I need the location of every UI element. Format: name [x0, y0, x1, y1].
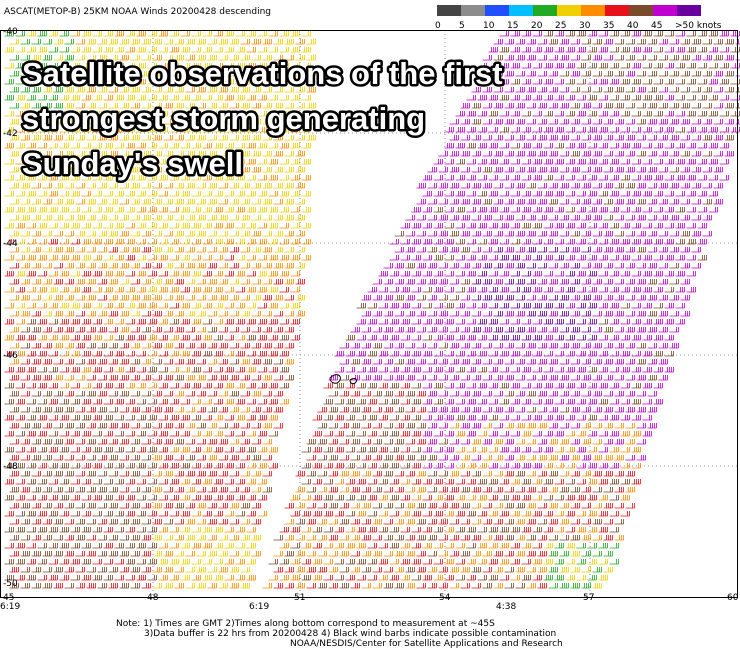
time-label: 6:19	[249, 602, 269, 612]
wind-barbs	[4, 31, 740, 589]
wind-barbs-layer	[4, 31, 740, 589]
wind-barbs	[4, 31, 641, 589]
colorbar: 0 5 10 15 20 25 30 35 40 45 >50 knots	[435, 5, 722, 31]
axis-labels: -40 -42 -44 -46 -48 -50 45 48 51 54 57 60 6:19 6:19 4:…	[0, 27, 739, 612]
grid-layer	[0, 30, 738, 598]
time-label: 4:38	[496, 602, 516, 612]
colorbar-swatch	[677, 5, 701, 16]
overlay-line: Satellite observations of the first	[22, 56, 503, 91]
colorbar-label: 10	[483, 21, 495, 31]
lat-label: -50	[3, 579, 18, 589]
island-outline	[329, 374, 357, 385]
time-label: 6:19	[0, 602, 20, 612]
colorbar-label: >50 knots	[675, 21, 722, 31]
colorbar-swatch	[509, 5, 533, 16]
wind-barbs	[4, 31, 619, 589]
lat-label: -40	[3, 27, 18, 37]
colorbar-label: 45	[651, 21, 662, 31]
colorbar-swatch	[653, 5, 677, 16]
colorbar-label: 0	[435, 21, 441, 31]
note-line: Note: 1) Times are GMT 2)Times along bot…	[116, 619, 495, 629]
lat-label: -44	[3, 239, 18, 249]
colorbar-label: 5	[459, 21, 465, 31]
colorbar-label: 25	[555, 21, 566, 31]
colorbar-swatch	[485, 5, 509, 16]
lon-label: 45	[3, 593, 14, 603]
header-title: ASCAT(METOP-B) 25KM NOAA Winds 20200428 …	[4, 7, 271, 17]
lat-label: -46	[3, 351, 18, 361]
colorbar-swatch	[533, 5, 557, 16]
map-frame	[0, 30, 738, 598]
wind-barbs	[471, 247, 597, 341]
lon-label: 51	[294, 593, 305, 603]
colorbar-swatch	[557, 5, 581, 16]
overlay-line: strongest storm generating	[22, 101, 425, 136]
lon-label: 48	[147, 593, 159, 603]
lat-label: -42	[3, 129, 18, 139]
lon-label: 57	[583, 593, 594, 603]
colorbar-swatch	[605, 5, 629, 16]
note-line: 3)Data buffer is 22 hrs from 20200428 4)…	[144, 629, 556, 639]
colorbar-label: 35	[603, 21, 614, 31]
colorbar-swatch	[461, 5, 485, 16]
lon-label: 60	[727, 593, 739, 603]
colorbar-swatch	[629, 5, 653, 16]
lon-label: 54	[439, 593, 451, 603]
wind-barbs	[328, 31, 740, 469]
colorbar-label: 40	[627, 21, 639, 31]
note-line: NOAA/NESDIS/Center for Satellite Applica…	[290, 639, 563, 649]
colorbar-label: 15	[507, 21, 518, 31]
lat-label: -48	[3, 462, 18, 472]
wind-barbs	[4, 31, 613, 589]
overlay-line: Sunday's swell	[22, 146, 243, 181]
colorbar-swatch	[437, 5, 461, 16]
colorbar-swatch	[581, 5, 605, 16]
colorbar-label: 20	[531, 21, 543, 31]
wind-barbs	[4, 239, 641, 589]
colorbar-label: 30	[579, 21, 591, 31]
